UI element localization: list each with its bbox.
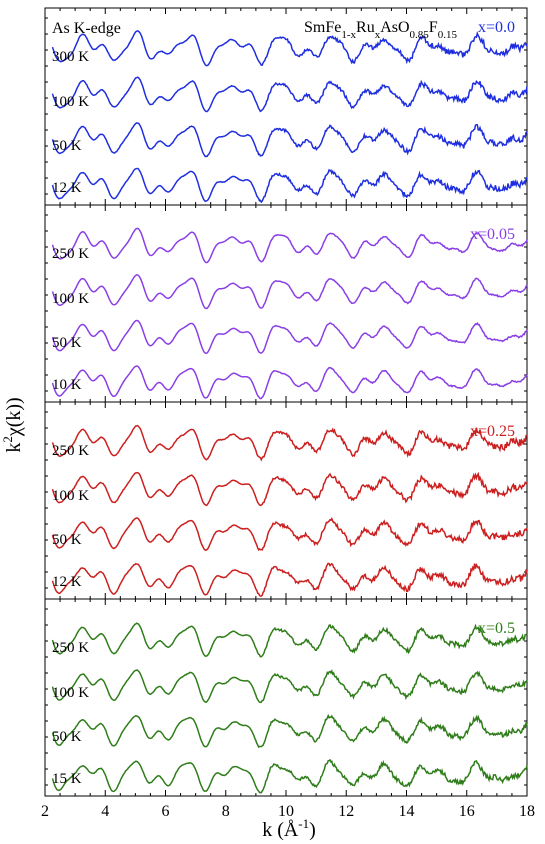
series-line [51, 758, 528, 794]
x-axis-label: k (Å-1) [262, 816, 316, 841]
temperature-label: 100 K [52, 291, 89, 307]
series-line [51, 562, 528, 597]
panel-2: x=0.05 250 K 100 K 50 K 10 K [44, 204, 528, 403]
formula-part: F [429, 19, 438, 36]
composition-label: x=0.0 [478, 19, 515, 36]
series-line [51, 471, 528, 507]
series-line [51, 713, 528, 749]
formula-part: SmFe [304, 19, 341, 36]
formula-sub: x [375, 29, 381, 41]
formula-sub: 0.15 [438, 29, 458, 41]
x-tick-label: 18 [519, 803, 535, 820]
composition-label: x=0.05 [470, 226, 515, 243]
temperature-label: 250 K [52, 443, 89, 459]
formula-sub: 1-x [341, 29, 356, 41]
x-tick-label: 2 [41, 803, 49, 820]
composition-label: x=0.5 [478, 620, 515, 637]
edge-label: As K-edge [52, 20, 121, 37]
temperature-label: 50 K [52, 335, 82, 351]
temperature-label: 10 K [52, 377, 82, 393]
temperature-label: 50 K [52, 532, 82, 548]
formula-part: AsO [380, 19, 409, 36]
compound-formula: SmFe1-xRuxAsO0.85F0.15 [304, 19, 457, 41]
series-line [51, 30, 528, 67]
temperature-label: 12 K [52, 180, 82, 196]
temperature-label: 12 K [52, 574, 82, 590]
temperature-label: 300 K [52, 49, 89, 65]
series-line [51, 424, 528, 462]
formula-sub: 0.85 [410, 29, 430, 41]
temperature-label: 250 K [52, 640, 89, 656]
panel-4: x=0.5 250 K 100 K 50 K 15 K [44, 598, 528, 797]
temperature-label: 100 K [52, 488, 89, 504]
temperature-label: 50 K [52, 729, 82, 745]
panel-1: x=0.0 300 K 100 K 50 K 12 K [44, 7, 528, 206]
x-tick-label: 4 [101, 803, 109, 820]
x-axis: 2 4 6 8 10 12 14 16 18 [41, 803, 535, 820]
series-line [51, 517, 528, 552]
temperature-label: 100 K [52, 685, 89, 701]
series-line [51, 227, 528, 264]
temperature-label: 100 K [52, 94, 89, 110]
series-line [51, 76, 528, 113]
series-line [51, 622, 528, 658]
x-tick-label: 8 [222, 803, 230, 820]
series-line [51, 122, 528, 158]
temperature-label: 250 K [52, 246, 89, 262]
series-line [51, 669, 528, 704]
formula-part: Ru [356, 19, 375, 36]
x-tick-label: 6 [162, 803, 170, 820]
series-line [51, 319, 528, 355]
temperature-label: 15 K [52, 771, 82, 787]
x-tick-label: 10 [278, 803, 294, 820]
y-axis-label: k2χ(k)) [0, 397, 25, 452]
x-tick-label: 16 [459, 803, 475, 820]
series-line [51, 167, 528, 204]
panels-group: x=0.0 300 K 100 K 50 K 12 K x=0.05 250 K 100 K 5… [44, 7, 528, 797]
x-tick-label: 12 [338, 803, 354, 820]
x-tick-label: 14 [399, 803, 415, 820]
series-line [51, 365, 528, 400]
temperature-label: 50 K [52, 138, 82, 154]
series-line [51, 274, 528, 310]
